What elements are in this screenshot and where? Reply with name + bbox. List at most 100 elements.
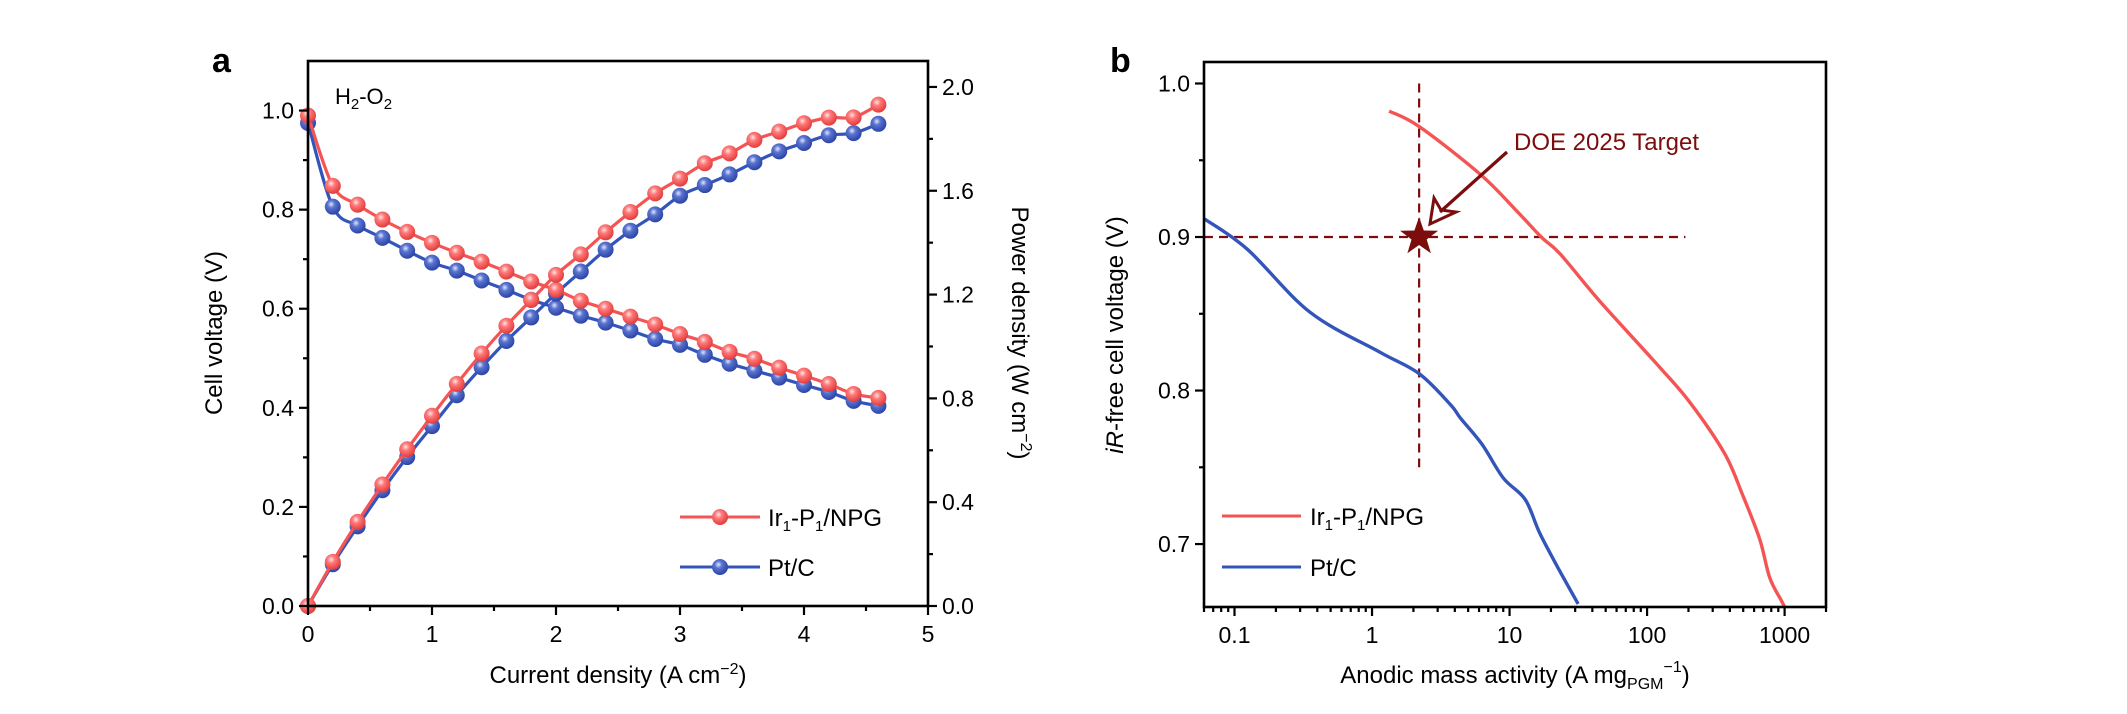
panel-a: a 0 1 2 3 4 5 0.0 0.2 0.4 0.6 0.8 1.0 0.0 0.4 0.8 1.2… bbox=[201, 42, 1034, 689]
y2-tick-label: 0.8 bbox=[942, 385, 974, 411]
x-tick-label: 3 bbox=[674, 621, 687, 647]
panel-b-y-label: iR-free cell voltage (V) bbox=[1102, 216, 1129, 453]
power-point-pt-c bbox=[721, 166, 738, 183]
power-point-ir1-p1-npg bbox=[324, 553, 341, 570]
voltage-point-ir1-p1-npg bbox=[672, 325, 688, 342]
panel-b-frame bbox=[1202, 60, 1828, 609]
power-point-ir1-p1-npg bbox=[473, 345, 490, 362]
y-tick-label: 1.0 bbox=[1158, 70, 1190, 96]
y2-tick-label: 1.6 bbox=[942, 178, 974, 204]
panel-a-curves bbox=[300, 96, 887, 614]
panel-b-curves bbox=[1203, 109, 1787, 608]
power-point-ir1-p1-npg bbox=[572, 246, 589, 263]
voltage-curve-ir1-p1-npg bbox=[306, 114, 879, 400]
voltage-point-pt-c bbox=[721, 355, 738, 372]
power-point-pt-c bbox=[597, 241, 614, 258]
power-point-ir1-p1-npg bbox=[597, 224, 614, 241]
voltage-point-ir1-p1-npg bbox=[696, 333, 713, 350]
y-tick-label: 0.8 bbox=[262, 197, 294, 223]
power-point-pt-c bbox=[647, 206, 664, 223]
voltage-point-pt-c bbox=[622, 322, 639, 339]
power-point-ir1-p1-npg bbox=[845, 109, 862, 126]
y-tick-label: 0.4 bbox=[262, 395, 294, 421]
power-point-ir1-p1-npg bbox=[672, 170, 688, 187]
power-point-pt-c bbox=[622, 222, 639, 239]
voltage-curve-pt-c bbox=[306, 122, 879, 408]
power-point-ir1-p1-npg bbox=[622, 204, 639, 221]
legend-item-pt-c-b: Pt/C bbox=[1222, 555, 1357, 582]
x-tick-label: 2 bbox=[550, 621, 563, 647]
legend-label-pt: Pt/C bbox=[768, 555, 815, 582]
legend-label-ir-b: Ir1-P1/NPG bbox=[1310, 504, 1424, 534]
x-tick-label: 0 bbox=[302, 621, 315, 647]
voltage-point-ir1-p1-npg bbox=[349, 196, 366, 213]
power-point-ir1-p1-npg bbox=[746, 131, 763, 148]
power-point-pt-c bbox=[672, 187, 688, 204]
voltage-point-ir1-p1-npg bbox=[622, 308, 639, 325]
voltage-point-ir1-p1-npg bbox=[771, 359, 788, 376]
x-tick-label: 1000 bbox=[1759, 622, 1810, 648]
power-point-pt-c bbox=[796, 135, 812, 152]
voltage-point-ir1-p1-npg bbox=[597, 300, 614, 317]
legend-item-ir1-p1-npg: Ir1-P1/NPG bbox=[680, 505, 882, 535]
voltage-point-ir1-p1-npg bbox=[845, 385, 862, 402]
y-tick-label: 1.0 bbox=[262, 98, 294, 124]
x-tick-label: 1 bbox=[1366, 622, 1379, 648]
panel-b: b 0.1 1 10 100 1000 0.7 0.8 0.9 1.0 DOE 2025 Ta… bbox=[1102, 42, 1828, 693]
power-point-ir1-p1-npg bbox=[374, 476, 391, 493]
voltage-point-ir1-p1-npg bbox=[473, 253, 490, 270]
panel-a-x-label: Current density (A cm−2) bbox=[490, 661, 747, 689]
panel-b-x-label: Anodic mass activity (A mgPGM−1) bbox=[1340, 659, 1689, 693]
voltage-point-ir1-p1-npg bbox=[647, 316, 664, 333]
legend-label-ir: Ir1-P1/NPG bbox=[768, 505, 882, 535]
voltage-point-ir1-p1-npg bbox=[572, 292, 589, 309]
y-tick-label: 0.8 bbox=[1158, 378, 1190, 404]
voltage-point-ir1-p1-npg bbox=[820, 376, 837, 393]
panel-a-legend: Ir1-P1/NPG Pt/C bbox=[680, 505, 882, 582]
power-curve-pt-c bbox=[306, 122, 879, 607]
power-point-ir1-p1-npg bbox=[424, 407, 440, 424]
legend-item-ir1-p1-npg-b: Ir1-P1/NPG bbox=[1222, 504, 1424, 534]
voltage-point-ir1-p1-npg bbox=[448, 244, 465, 261]
x-tick-label: 5 bbox=[922, 621, 935, 647]
voltage-point-ir1-p1-npg bbox=[796, 367, 812, 384]
voltage-point-ir1-p1-npg bbox=[399, 223, 416, 240]
power-point-ir1-p1-npg bbox=[349, 513, 366, 530]
panel-a-y-label: Cell voltage (V) bbox=[201, 251, 228, 415]
doe-target-star-icon bbox=[1400, 217, 1439, 254]
panel-label-b: b bbox=[1110, 42, 1131, 80]
voltage-point-ir1-p1-npg bbox=[498, 263, 515, 280]
voltage-point-ir1-p1-npg bbox=[374, 211, 391, 228]
power-point-pt-c bbox=[498, 333, 515, 350]
activity-curve-pt-c bbox=[1203, 217, 1580, 605]
legend-label-pt-b: Pt/C bbox=[1310, 555, 1357, 582]
voltage-point-pt-c bbox=[572, 307, 589, 324]
panel-a-y2-axis: 0.0 0.4 0.8 1.2 1.6 2.0 bbox=[928, 74, 974, 619]
power-point-ir1-p1-npg bbox=[796, 115, 812, 132]
voltage-point-ir1-p1-npg bbox=[424, 234, 440, 251]
panel-label-a: a bbox=[212, 42, 232, 80]
power-point-pt-c bbox=[572, 263, 589, 280]
voltage-point-ir1-p1-npg bbox=[721, 343, 738, 360]
y-tick-label: 0.6 bbox=[262, 296, 294, 322]
power-point-ir1-p1-npg bbox=[448, 375, 465, 392]
legend-item-pt-c: Pt/C bbox=[680, 555, 815, 582]
voltage-point-pt-c bbox=[696, 346, 713, 363]
power-point-pt-c bbox=[746, 154, 763, 171]
power-point-ir1-p1-npg bbox=[498, 317, 515, 334]
y-tick-label: 0.7 bbox=[1158, 531, 1190, 557]
power-point-pt-c bbox=[845, 125, 862, 142]
panel-b-x-axis: 0.1 1 10 100 1000 bbox=[1202, 607, 1828, 648]
power-point-ir1-p1-npg bbox=[870, 96, 887, 113]
voltage-point-pt-c bbox=[448, 262, 465, 279]
voltage-point-ir1-p1-npg bbox=[523, 273, 540, 290]
panel-a-y-axis: 0.0 0.2 0.4 0.6 0.8 1.0 bbox=[262, 98, 308, 619]
voltage-point-pt-c bbox=[548, 299, 564, 316]
voltage-point-pt-c bbox=[647, 330, 664, 347]
y2-tick-label: 1.2 bbox=[942, 282, 974, 308]
voltage-point-ir1-p1-npg bbox=[870, 389, 887, 406]
voltage-point-pt-c bbox=[746, 362, 763, 379]
y-tick-label: 0.0 bbox=[262, 593, 294, 619]
voltage-point-pt-c bbox=[349, 217, 366, 234]
